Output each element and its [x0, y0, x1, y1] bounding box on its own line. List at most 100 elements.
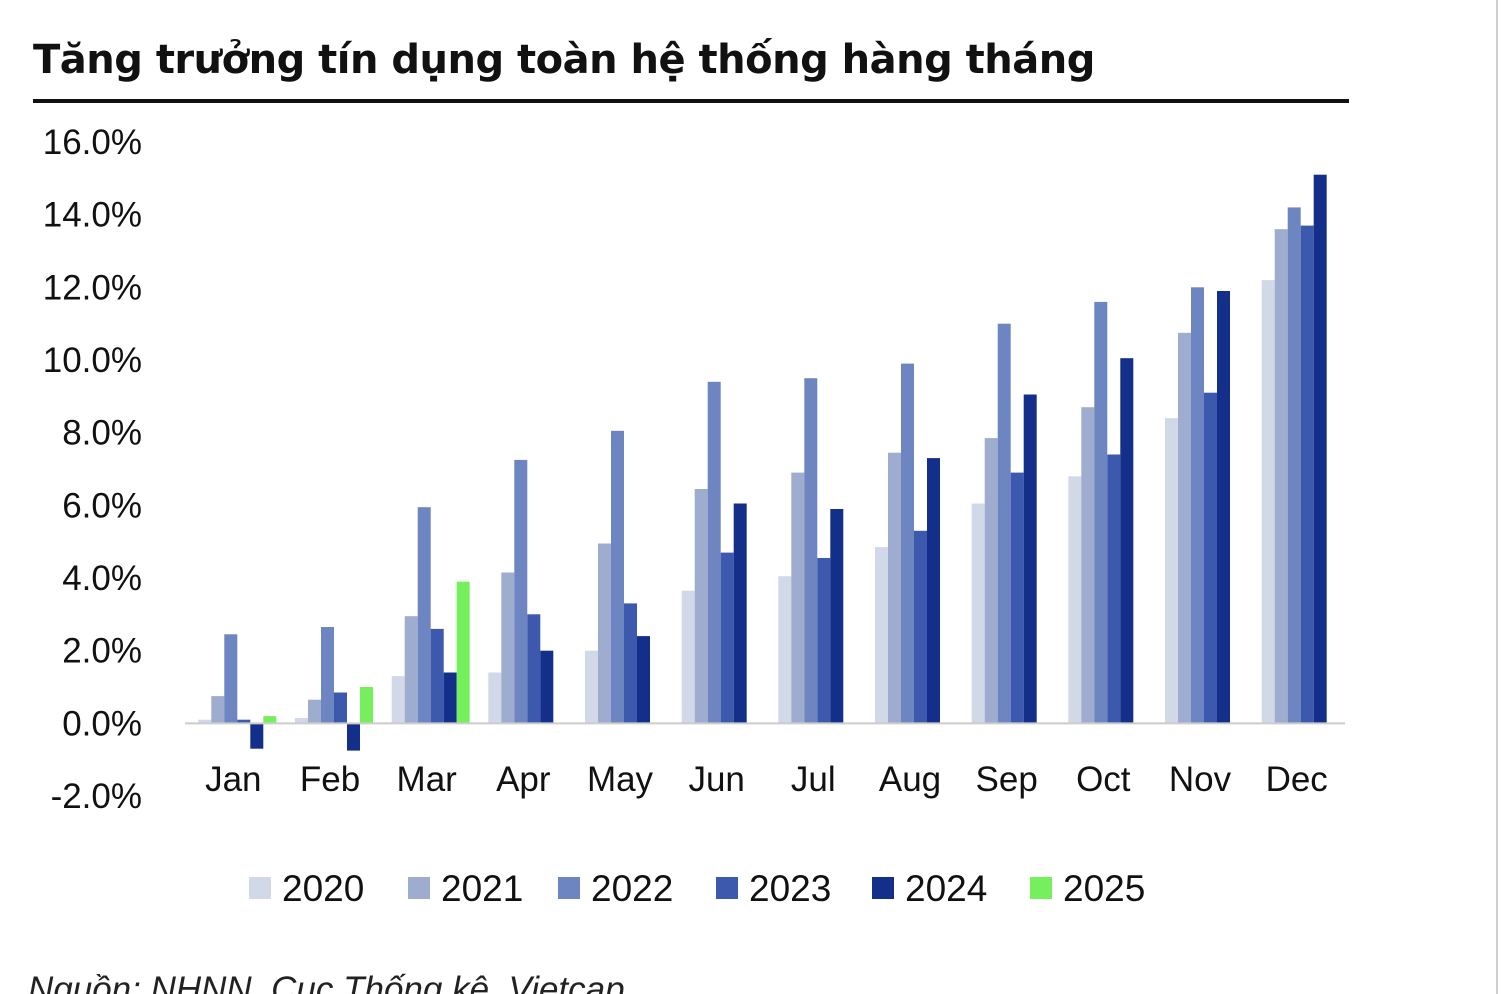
x-tick-label-sep: Sep — [976, 760, 1038, 799]
bars-layer — [198, 174, 1327, 751]
bar-2024-sep — [1023, 394, 1037, 724]
legend-item-2021: 2021 — [408, 868, 523, 909]
bar-2021-nov — [1178, 332, 1191, 724]
bar-2022-sep — [997, 323, 1011, 724]
legend-swatch-2021 — [408, 877, 430, 899]
bar-2023-dec — [1300, 225, 1314, 724]
x-tick-label-mar: Mar — [397, 760, 458, 799]
bar-2020-mar — [391, 676, 405, 724]
bar-2021-mar — [404, 616, 418, 724]
bar-2024-jun — [733, 503, 747, 724]
legend-label-2024: 2024 — [905, 868, 987, 909]
legend: 2020 2021 2022 2023 2024 2025 — [249, 868, 1145, 909]
legend-label-2025: 2025 — [1063, 868, 1145, 909]
legend-label-2020: 2020 — [282, 868, 364, 909]
legend-item-2024: 2024 — [872, 868, 987, 909]
y-tick-label: 14.0% — [43, 196, 142, 235]
bar-2022-oct — [1094, 301, 1108, 724]
bar-2021-dec — [1274, 229, 1288, 724]
bar-2025-mar — [456, 581, 470, 724]
legend-item-2023: 2023 — [716, 868, 831, 909]
bar-2022-aug — [901, 363, 914, 724]
legend-label-2022: 2022 — [591, 868, 673, 909]
legend-swatch-2023 — [716, 877, 738, 899]
bar-2021-oct — [1081, 407, 1095, 724]
bar-2022-dec — [1287, 207, 1301, 724]
bar-2022-may — [611, 430, 624, 724]
bar-2024-may — [637, 636, 650, 724]
bar-2020-jan — [198, 719, 212, 724]
x-tick-label-may: May — [587, 760, 654, 799]
bar-2021-aug — [888, 452, 901, 724]
legend-label-2023: 2023 — [749, 868, 831, 909]
bar-2021-jun — [694, 489, 708, 724]
bar-2021-sep — [984, 438, 998, 724]
bar-2023-jun — [720, 552, 734, 724]
bar-2024-jan — [250, 723, 264, 749]
chart-title: Tăng trưởng tín dụng toàn hệ thống hàng … — [33, 37, 1095, 83]
bar-2024-dec — [1313, 174, 1327, 724]
bar-2024-jul — [830, 509, 844, 724]
bar-2022-feb — [321, 627, 334, 724]
bar-2022-jul — [804, 378, 818, 724]
x-tick-label-jun: Jun — [688, 760, 744, 799]
y-tick-label: 16.0% — [43, 123, 142, 162]
x-tick-label-nov: Nov — [1169, 760, 1232, 799]
bar-2020-apr — [488, 672, 502, 724]
bar-2023-jul — [817, 558, 831, 724]
bar-2020-oct — [1068, 476, 1082, 724]
bar-2020-feb — [295, 717, 308, 724]
bar-2023-sep — [1010, 472, 1024, 724]
bar-2023-feb — [334, 692, 347, 724]
bar-2022-mar — [417, 507, 431, 724]
y-tick-label: 6.0% — [62, 486, 142, 525]
bar-2024-oct — [1120, 358, 1134, 724]
y-tick-label: 2.0% — [62, 632, 142, 671]
bar-2023-aug — [914, 530, 927, 724]
bar-2022-jan — [224, 634, 238, 724]
bar-2024-aug — [927, 458, 940, 724]
legend-label-2021: 2021 — [441, 868, 523, 909]
legend-swatch-2020 — [249, 877, 271, 899]
bar-2020-jul — [778, 576, 792, 724]
legend-swatch-2022 — [558, 877, 580, 899]
bar-2023-may — [624, 603, 637, 724]
bar-2020-aug — [875, 547, 888, 724]
source-note: Nguồn: NHNN, Cục Thống kê, Vietcap — [28, 970, 625, 994]
x-tick-label-jan: Jan — [205, 760, 261, 799]
legend-swatch-2025 — [1030, 877, 1052, 899]
x-tick-label-oct: Oct — [1076, 760, 1131, 799]
bar-2024-apr — [540, 650, 554, 724]
bar-2020-nov — [1165, 418, 1178, 724]
legend-swatch-2024 — [872, 877, 894, 899]
bar-2023-apr — [527, 614, 541, 724]
y-tick-label: -2.0% — [51, 777, 142, 816]
bar-2020-jun — [681, 590, 695, 724]
bar-2024-feb — [347, 723, 360, 751]
bar-2021-apr — [501, 572, 515, 724]
bar-2021-may — [598, 543, 611, 724]
x-tick-label-feb: Feb — [300, 760, 360, 799]
y-tick-label: 8.0% — [62, 414, 142, 453]
title-rule — [33, 99, 1349, 103]
bar-2023-oct — [1107, 454, 1121, 724]
bar-2024-nov — [1217, 291, 1230, 724]
y-tick-label: 0.0% — [62, 704, 142, 743]
bar-2024-mar — [443, 672, 457, 724]
bar-2021-jul — [791, 472, 805, 724]
y-axis-ticks: 16.0% 14.0% 12.0% 10.0% 8.0% 6.0% 4.0% 2.0% 0.0%… — [43, 123, 142, 816]
x-axis-ticks: Jan Feb Mar Apr May Jun Jul Aug Sep Oct Nov Dec — [205, 760, 1328, 799]
bar-2023-jan — [237, 719, 251, 724]
bar-2022-jun — [707, 381, 721, 724]
bar-2022-nov — [1191, 287, 1204, 724]
bar-2020-may — [585, 650, 598, 724]
x-tick-label-dec: Dec — [1266, 760, 1328, 799]
bar-2023-nov — [1204, 392, 1217, 724]
legend-item-2025: 2025 — [1030, 868, 1145, 909]
legend-item-2020: 2020 — [249, 868, 364, 909]
y-tick-label: 12.0% — [43, 268, 142, 307]
bar-2025-jan — [263, 716, 277, 724]
x-tick-label-jul: Jul — [791, 760, 836, 799]
